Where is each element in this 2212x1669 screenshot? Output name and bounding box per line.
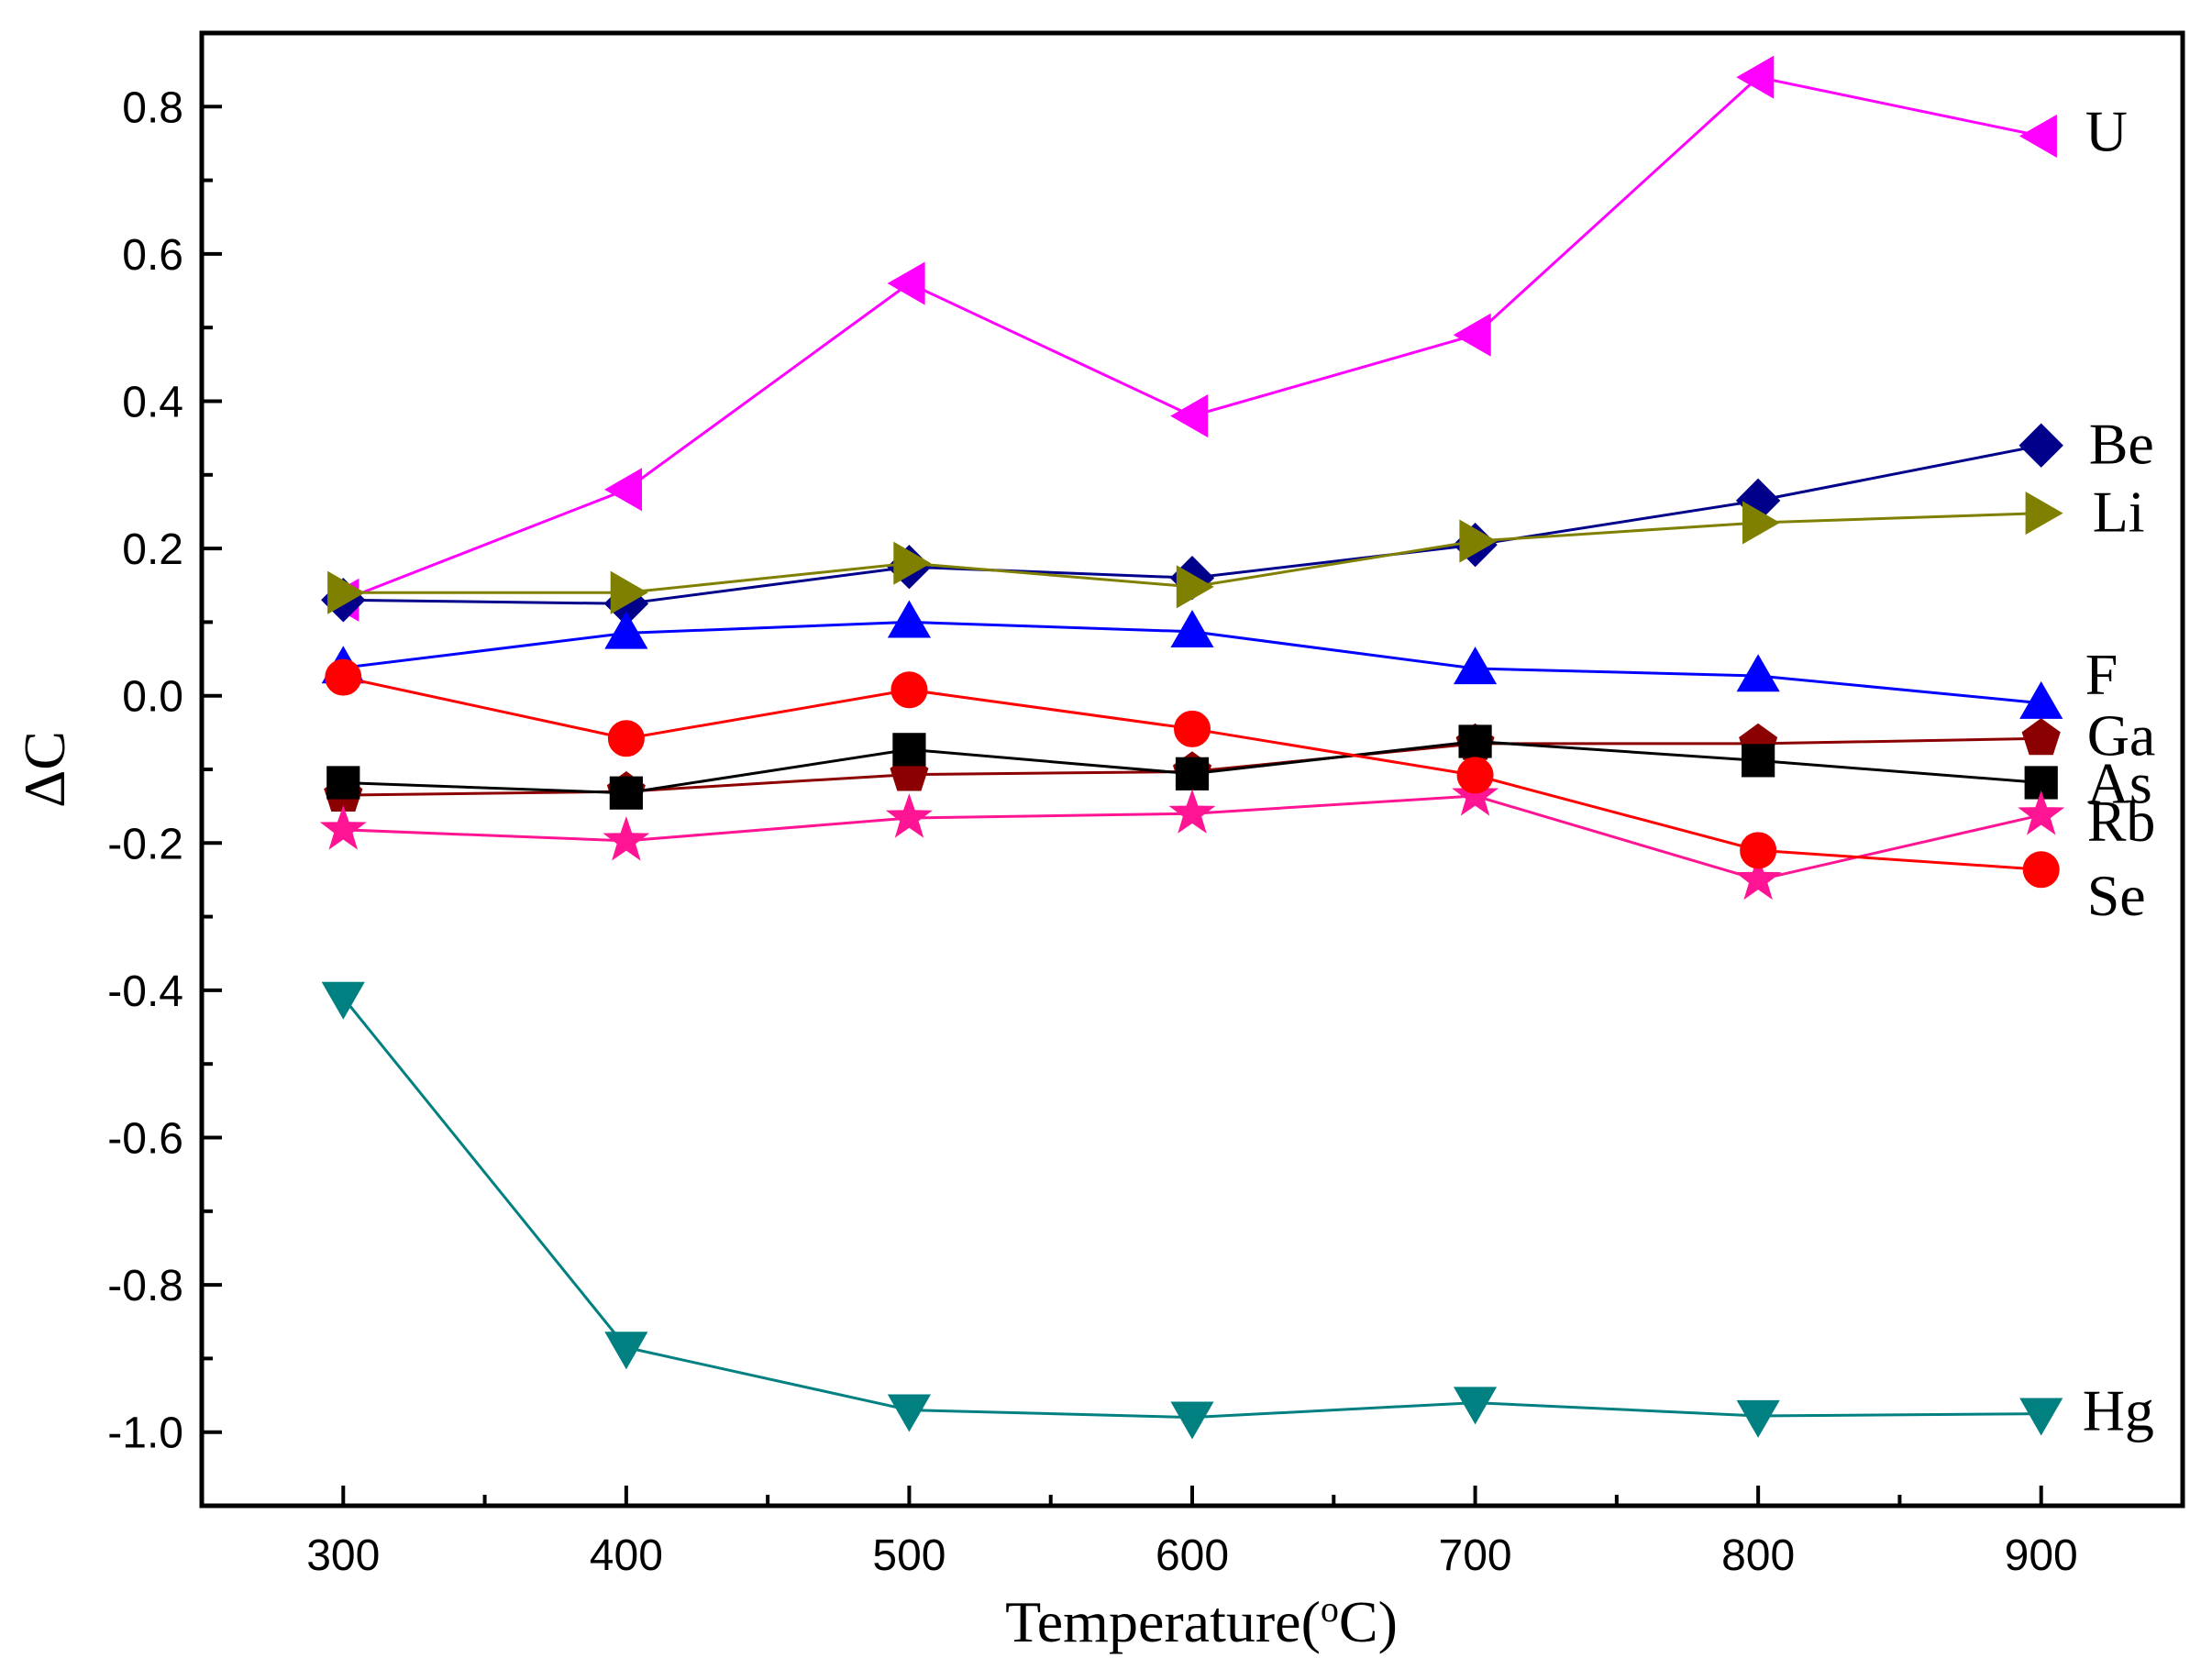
- tick-layer: [202, 105, 2043, 1506]
- series-label-hg: Hg: [2083, 1378, 2154, 1443]
- series-hg: [321, 981, 2063, 1440]
- series-rb: [319, 771, 2065, 901]
- x-axis-title: Temperature(oC): [1005, 1588, 1398, 1655]
- data-point-ga: [2021, 718, 2061, 756]
- data-point-li: [327, 570, 366, 614]
- data-point-se: [2022, 851, 2060, 889]
- data-point-rb: [2018, 790, 2065, 835]
- data-point-f: [2019, 680, 2063, 719]
- data-point-li: [1742, 501, 1781, 545]
- data-point-hg: [1453, 1387, 1498, 1425]
- data-point-as: [609, 776, 643, 810]
- data-point-as: [326, 766, 360, 800]
- y-tick-label: -0.6: [107, 1115, 183, 1164]
- data-point-se: [325, 658, 362, 696]
- data-point-u: [2018, 114, 2057, 159]
- series-label-u: U: [2085, 98, 2128, 163]
- data-point-li: [2025, 491, 2063, 536]
- y-tick-label: 0.4: [122, 379, 183, 427]
- x-axis-title-text: Temperature(: [1005, 1589, 1321, 1654]
- y-axis-title: ΔC: [12, 731, 77, 808]
- data-point-se: [1740, 832, 1777, 869]
- x-axis-title-superscript: o: [1321, 1588, 1339, 1630]
- series-label-se: Se: [2087, 863, 2146, 928]
- series-f: [321, 600, 2063, 719]
- data-point-be: [2018, 423, 2063, 468]
- data-point-u: [887, 261, 925, 305]
- data-point-rb: [319, 805, 367, 850]
- y-tick-label: -1.0: [107, 1409, 183, 1458]
- plot-frame: [199, 30, 2185, 1509]
- x-tick-label: 400: [590, 1531, 663, 1580]
- data-point-f: [604, 611, 648, 649]
- x-tick-label: 500: [872, 1531, 946, 1580]
- data-point-f: [1170, 609, 1214, 647]
- x-tick-label: 700: [1439, 1531, 1512, 1580]
- x-tick-label: 900: [2005, 1531, 2078, 1580]
- data-point-hg: [887, 1394, 932, 1432]
- series-label-be: Be: [2089, 412, 2154, 477]
- data-point-rb: [1734, 855, 1782, 901]
- series-label-li: Li: [2093, 480, 2145, 545]
- y-tick-label: 0.0: [122, 673, 183, 722]
- data-point-hg: [604, 1332, 648, 1370]
- y-tick-label: -0.8: [107, 1262, 183, 1310]
- data-point-se: [1456, 757, 1494, 794]
- data-point-rb: [1452, 771, 1499, 816]
- data-point-hg: [2019, 1398, 2063, 1436]
- series-label-ga: Ga: [2087, 702, 2156, 768]
- data-point-f: [887, 600, 932, 638]
- data-point-f: [1453, 647, 1498, 685]
- series-label-as: As: [2087, 750, 2152, 815]
- data-point-u: [1736, 55, 1775, 99]
- data-point-se: [1174, 710, 1211, 747]
- data-point-li: [610, 570, 648, 614]
- series-label-f: F: [2085, 642, 2118, 707]
- data-point-li: [893, 541, 932, 585]
- data-point-as: [1742, 744, 1775, 778]
- series-line-hg: [342, 996, 2041, 1420]
- data-point-li: [1459, 519, 1498, 563]
- series-li: [327, 491, 2063, 614]
- series-se: [325, 658, 2060, 889]
- series-as: [326, 724, 2058, 810]
- data-point-li: [1176, 565, 1214, 609]
- x-tick-label: 600: [1156, 1531, 1229, 1580]
- x-tick-label: 300: [306, 1531, 380, 1580]
- series-u: [321, 55, 2057, 622]
- data-point-u: [1453, 313, 1491, 357]
- data-point-u: [1170, 393, 1209, 438]
- data-point-u: [603, 468, 642, 512]
- y-tick-label: 0.2: [122, 525, 183, 574]
- y-tick-label: 0.6: [122, 231, 183, 280]
- data-point-f: [1736, 654, 1780, 692]
- data-point-rb: [885, 793, 933, 838]
- y-tick-label: 0.8: [122, 83, 183, 132]
- y-tick-label: -0.4: [107, 967, 183, 1016]
- x-tick-label: 800: [1721, 1531, 1795, 1580]
- label-layer: 300 400 500 600 700 800 900 -1.0 -0.8 -0.6 -0.4 -0.…: [107, 83, 2155, 1580]
- data-point-se: [607, 720, 645, 757]
- data-point-as: [1175, 757, 1210, 790]
- data-point-rb: [603, 816, 650, 861]
- data-point-hg: [321, 981, 365, 1020]
- series-layer: [319, 55, 2065, 1440]
- series-label-rb: Rb: [2087, 789, 2156, 854]
- data-point-as: [892, 733, 926, 767]
- data-point-se: [890, 671, 928, 709]
- data-point-hg: [1170, 1401, 1214, 1440]
- data-point-as: [1458, 724, 1492, 758]
- y-tick-label: -0.2: [107, 820, 183, 868]
- x-axis-title-unit: C): [1339, 1589, 1398, 1654]
- data-point-hg: [1736, 1399, 1780, 1438]
- data-point-rb: [1168, 789, 1216, 834]
